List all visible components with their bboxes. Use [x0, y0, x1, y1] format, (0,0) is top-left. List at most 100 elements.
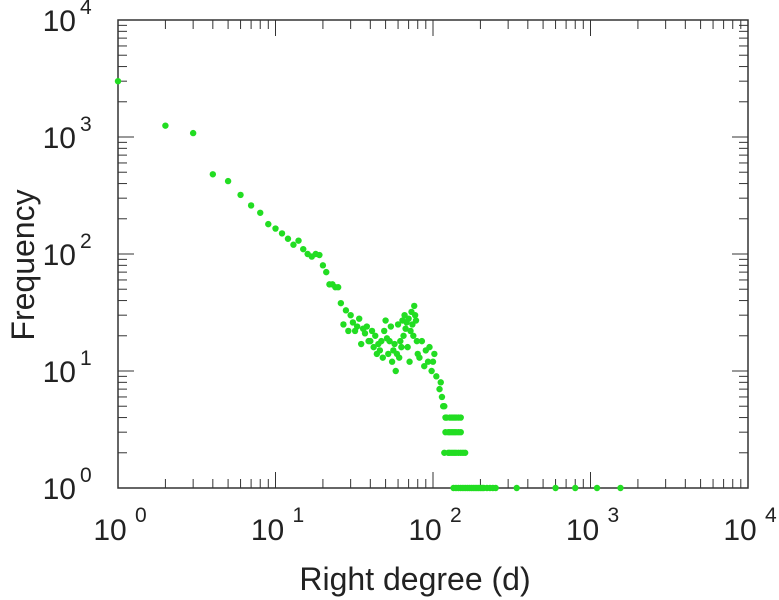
plot-frame: [117, 19, 749, 489]
data-point: [334, 284, 342, 291]
x-tick-exponent: 2: [450, 504, 462, 527]
x-tick-label: 10: [251, 514, 284, 547]
data-point: [397, 337, 404, 345]
data-points: [114, 77, 624, 492]
data-point: [413, 337, 421, 345]
x-tick-label: 10: [723, 514, 756, 547]
y-tick-exponent: 4: [80, 0, 92, 19]
y-tick-label: 10: [43, 356, 76, 389]
x-tick-label: 10: [93, 514, 126, 547]
data-point: [278, 230, 286, 237]
data-point: [428, 367, 435, 375]
data-point: [431, 350, 438, 358]
data-point: [368, 327, 376, 335]
data-point: [189, 129, 197, 137]
data-point: [395, 354, 403, 361]
data-point: [379, 354, 386, 361]
data-point: [342, 307, 350, 314]
data-point: [426, 343, 433, 351]
data-point: [392, 367, 399, 375]
data-point: [209, 171, 217, 178]
data-point: [492, 484, 499, 492]
data-point: [367, 337, 374, 345]
x-tick-label: 10: [566, 514, 599, 547]
y-tick-exponent: 2: [80, 230, 92, 253]
data-point: [461, 449, 469, 456]
data-point: [224, 177, 232, 185]
data-point: [265, 220, 272, 228]
data-point: [316, 251, 323, 259]
data-point: [402, 325, 409, 332]
x-tick-exponent: 3: [608, 504, 620, 527]
data-point: [400, 332, 407, 339]
data-point: [257, 209, 264, 216]
data-point: [345, 327, 352, 335]
data-point: [442, 428, 449, 436]
data-point: [382, 317, 389, 324]
y-tick-label: 10: [43, 473, 76, 506]
data-point: [247, 202, 255, 209]
data-point: [412, 317, 420, 324]
data-point: [617, 484, 624, 492]
y-tick-label: 10: [43, 239, 76, 272]
data-point: [404, 343, 411, 351]
y-tick-exponent: 1: [80, 347, 92, 370]
data-point: [295, 237, 302, 244]
data-point: [391, 340, 398, 348]
y-tick-label: 10: [43, 5, 76, 38]
data-point: [370, 343, 377, 351]
x-tick-exponent: 0: [135, 504, 147, 527]
x-tick-exponent: 1: [293, 504, 305, 527]
data-point: [372, 332, 379, 339]
data-point: [378, 337, 385, 345]
data-point: [349, 319, 357, 326]
data-point: [513, 484, 520, 492]
data-point: [416, 354, 423, 361]
data-point: [436, 385, 443, 393]
data-point: [411, 311, 419, 319]
data-point: [237, 191, 244, 199]
data-point: [411, 302, 418, 310]
data-point: [429, 358, 437, 365]
x-tick-labels: 10 0 10 1 10 2 10 3 10 4: [93, 504, 777, 547]
data-point: [353, 323, 361, 330]
data-point: [162, 122, 169, 129]
data-point: [361, 330, 369, 337]
data-point: [441, 403, 448, 410]
data-point: [406, 358, 413, 365]
y-axis-title: Frequency: [5, 189, 41, 340]
data-point: [337, 299, 345, 307]
data-point: [457, 414, 464, 421]
data-point: [357, 340, 365, 348]
data-point: [323, 268, 330, 276]
x-tick-label: 10: [408, 514, 441, 547]
data-point: [290, 241, 297, 248]
data-point: [552, 484, 559, 492]
data-point: [284, 235, 292, 242]
data-point: [572, 484, 579, 492]
data-point: [394, 321, 402, 328]
data-point: [386, 337, 393, 345]
data-point: [387, 323, 395, 330]
x-axis-title: Right degree (d): [299, 561, 530, 597]
data-point: [593, 484, 601, 492]
data-point: [388, 358, 396, 365]
data-point: [438, 393, 446, 401]
data-point: [363, 323, 371, 330]
y-tick-label: 10: [43, 122, 76, 155]
data-point: [319, 262, 327, 269]
data-point: [433, 373, 440, 380]
data-point: [457, 428, 464, 436]
data-point: [418, 337, 426, 345]
data-point: [376, 347, 384, 354]
y-tick-exponent: 3: [80, 113, 92, 136]
data-point: [398, 343, 405, 351]
y-tick-exponent: 0: [80, 464, 92, 487]
data-point: [300, 245, 307, 253]
data-point: [381, 327, 388, 335]
data-point: [424, 358, 432, 365]
data-point: [340, 321, 347, 328]
data-point: [114, 77, 122, 85]
